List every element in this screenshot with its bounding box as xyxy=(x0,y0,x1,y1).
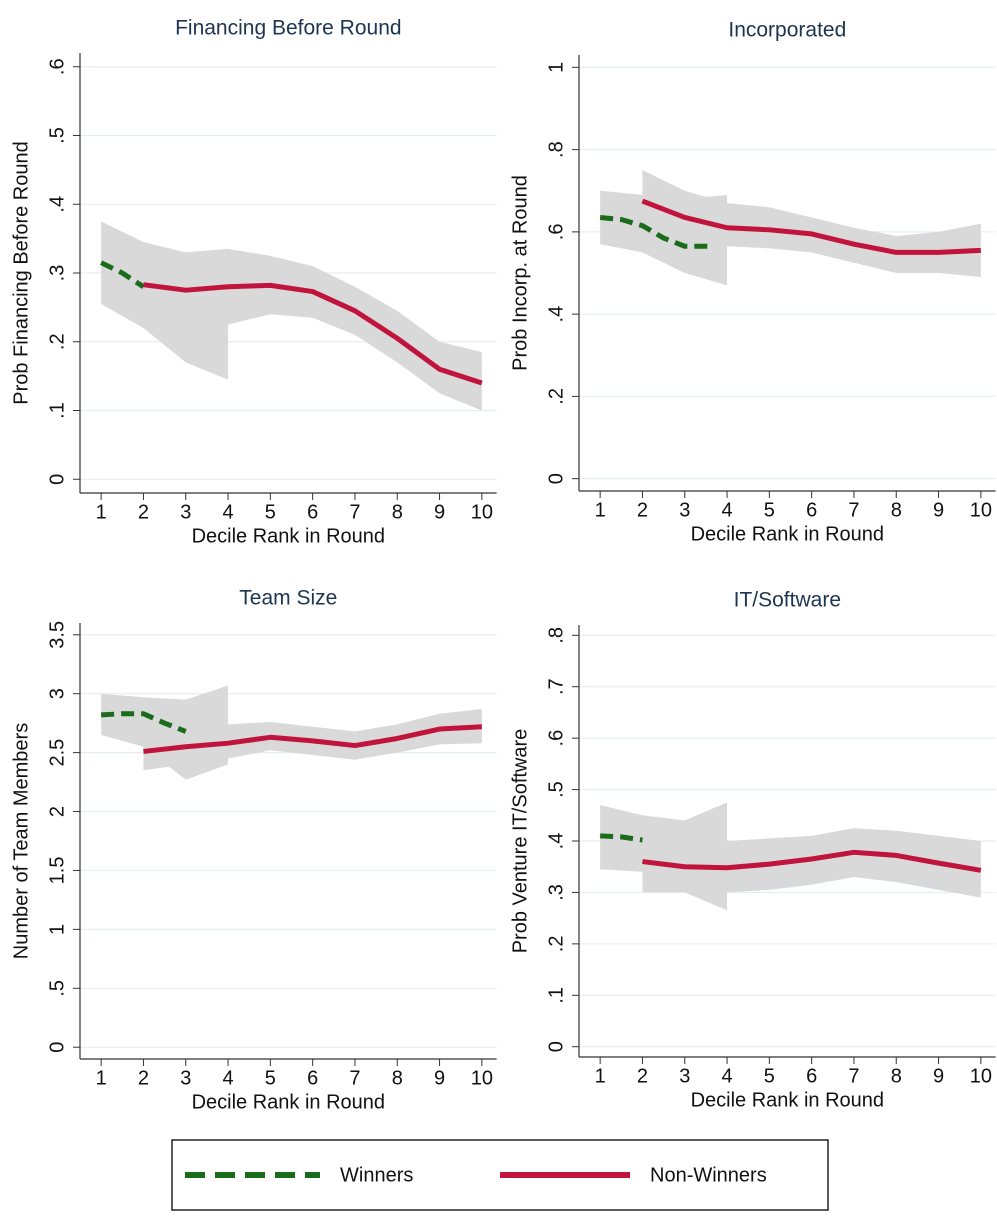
chart-title: Team Size xyxy=(239,587,337,610)
x-tick-label: 8 xyxy=(392,1067,403,1089)
x-tick-label: 4 xyxy=(721,499,732,521)
series-line xyxy=(100,260,145,289)
x-tick-label: 4 xyxy=(222,1067,233,1089)
x-tick-label: 5 xyxy=(265,501,276,523)
x-tick-label: 4 xyxy=(222,501,233,523)
x-tick-label: 10 xyxy=(970,499,992,521)
y-axis-label: Prob Financing Before Round xyxy=(10,141,32,405)
x-tick-label: 9 xyxy=(434,1067,445,1089)
y-tick-label: .1 xyxy=(545,987,567,1004)
y-axis-label: Number of Team Members xyxy=(10,723,32,959)
y-tick-label: .5 xyxy=(46,980,68,997)
y-tick-label: .6 xyxy=(545,730,567,747)
x-tick-label: 3 xyxy=(679,499,690,521)
y-tick-label: .2 xyxy=(46,333,68,350)
x-tick-label: 3 xyxy=(180,501,191,523)
series-line xyxy=(641,198,981,255)
series-line xyxy=(600,833,643,843)
y-tick-label: .4 xyxy=(545,306,567,323)
legend-label: Non-Winners xyxy=(650,1164,767,1186)
x-tick-label: 9 xyxy=(434,501,445,523)
x-axis-label: Decile Rank in Round xyxy=(192,1091,385,1113)
y-tick-label: 3.5 xyxy=(46,621,68,649)
x-tick-label: 6 xyxy=(307,1067,318,1089)
x-tick-label: 6 xyxy=(307,501,318,523)
chart-title: Financing Before Round xyxy=(175,17,401,40)
y-tick-label: .4 xyxy=(46,196,68,213)
x-tick-label: 4 xyxy=(721,1065,732,1087)
y-tick-label: .6 xyxy=(545,224,567,241)
x-axis-label: Decile Rank in Round xyxy=(192,525,385,547)
y-axis-label: Prob Venture IT/Software xyxy=(509,729,531,954)
x-tick-label: 8 xyxy=(392,501,403,523)
y-tick-label: .7 xyxy=(545,678,567,695)
x-tick-label: 9 xyxy=(933,499,944,521)
x-tick-label: 7 xyxy=(349,1067,360,1089)
x-tick-label: 2 xyxy=(138,1067,149,1089)
x-tick-label: 6 xyxy=(806,499,817,521)
x-tick-label: 7 xyxy=(848,499,859,521)
x-tick-label: 3 xyxy=(679,1065,690,1087)
y-tick-label: .8 xyxy=(545,141,567,158)
series-line xyxy=(143,724,482,754)
y-tick-label: 0 xyxy=(545,473,567,484)
x-tick-label: 10 xyxy=(970,1065,992,1087)
x-tick-label: 1 xyxy=(595,1065,606,1087)
series-line xyxy=(143,282,483,386)
series-line xyxy=(642,849,982,873)
y-tick-label: 0 xyxy=(46,1042,68,1053)
y-tick-label: 1 xyxy=(46,924,68,935)
x-tick-label: 7 xyxy=(848,1065,859,1087)
y-tick-label: .5 xyxy=(545,781,567,798)
x-tick-label: 8 xyxy=(891,499,902,521)
x-tick-label: 1 xyxy=(595,499,606,521)
x-tick-label: 3 xyxy=(180,1067,191,1089)
y-tick-label: .1 xyxy=(46,402,68,419)
y-tick-label: 1 xyxy=(545,62,567,73)
y-tick-label: 3 xyxy=(46,688,68,699)
x-tick-label: 7 xyxy=(349,501,360,523)
y-tick-label: .3 xyxy=(545,884,567,901)
x-tick-label: 10 xyxy=(471,501,493,523)
x-axis-label: Decile Rank in Round xyxy=(691,523,884,545)
x-axis-label: Decile Rank in Round xyxy=(691,1089,884,1111)
y-tick-label: 2 xyxy=(46,806,68,817)
x-tick-label: 2 xyxy=(138,501,149,523)
y-tick-label: .2 xyxy=(545,388,567,405)
x-tick-label: 10 xyxy=(471,1067,493,1089)
x-tick-label: 5 xyxy=(764,1065,775,1087)
x-tick-label: 2 xyxy=(637,499,648,521)
chart-title: Incorporated xyxy=(728,19,846,42)
chart-title: IT/Software xyxy=(734,589,841,612)
confidence-band xyxy=(642,828,981,898)
x-tick-label: 2 xyxy=(637,1065,648,1087)
y-tick-label: .8 xyxy=(545,627,567,644)
x-tick-label: 5 xyxy=(764,499,775,521)
y-tick-label: 0 xyxy=(46,474,68,485)
y-tick-label: .2 xyxy=(545,936,567,953)
y-tick-label: .3 xyxy=(46,265,68,282)
y-tick-label: .4 xyxy=(545,833,567,850)
y-axis-label: Prob Incorp. at Round xyxy=(509,175,531,371)
y-tick-label: 1.5 xyxy=(46,857,68,885)
x-tick-label: 8 xyxy=(891,1065,902,1087)
series-line xyxy=(101,711,187,734)
x-tick-label: 5 xyxy=(265,1067,276,1089)
legend-label: Winners xyxy=(340,1164,413,1186)
x-tick-label: 6 xyxy=(806,1065,817,1087)
y-tick-label: .5 xyxy=(46,127,68,144)
y-tick-label: .6 xyxy=(46,58,68,75)
x-tick-label: 1 xyxy=(96,501,107,523)
x-tick-label: 1 xyxy=(96,1067,107,1089)
y-tick-label: 0 xyxy=(545,1041,567,1052)
x-tick-label: 9 xyxy=(933,1065,944,1087)
y-tick-label: 2.5 xyxy=(46,739,68,767)
